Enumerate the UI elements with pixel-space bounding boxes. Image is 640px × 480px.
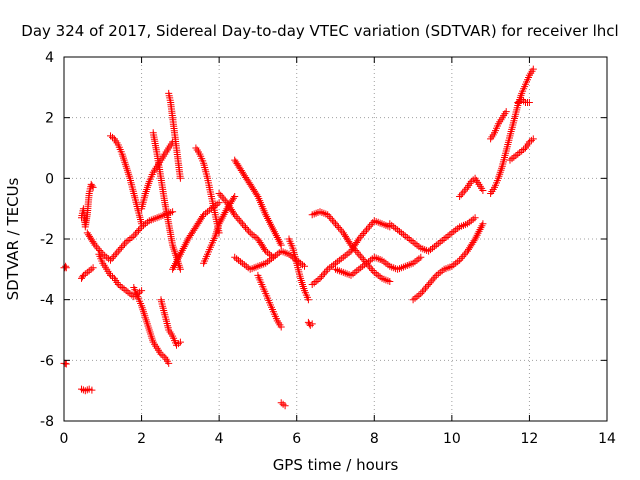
series-arc-29: [456, 174, 487, 200]
data-point-markers: [157, 296, 184, 349]
series-arc-33: [514, 96, 533, 106]
data-point-markers: [169, 199, 223, 273]
data-point-markers: [456, 174, 487, 200]
data-point-markers: [165, 89, 184, 182]
data-point-markers: [83, 208, 177, 264]
series-arc-09: [130, 284, 173, 367]
series-arc-10: [138, 138, 177, 213]
data-point-markers: [78, 180, 97, 231]
series-arc-27: [386, 214, 479, 255]
chart-title: Day 324 of 2017, Sidereal Day-to-day VTE…: [21, 22, 618, 40]
y-tick-label: -2: [40, 232, 54, 248]
series-arc-26: [332, 253, 425, 279]
y-tick-label: -6: [40, 353, 54, 369]
data-point-markers: [277, 399, 289, 410]
data-point-markers: [149, 129, 184, 273]
data-point-markers: [78, 264, 97, 282]
series-arc-06: [83, 208, 177, 264]
data-point-markers: [107, 132, 146, 228]
data-point-markers: [215, 190, 277, 261]
series-arc-25: [308, 208, 394, 285]
x-tick-label: 14: [598, 431, 616, 447]
series-arc-11: [149, 129, 184, 273]
y-axis-label: SDTVAR / TECUs: [4, 177, 22, 300]
data-point-markers: [78, 385, 96, 395]
series-arc-18: [231, 156, 285, 249]
data-point-markers: [487, 65, 537, 197]
data-point-markers: [506, 135, 537, 164]
series-arc-08: [107, 132, 146, 228]
y-tick-label: 0: [45, 171, 54, 187]
series-arc-20: [254, 271, 285, 331]
x-tick-label: 10: [443, 431, 461, 447]
x-tick-label: 8: [370, 431, 379, 447]
series-arc-16: [200, 193, 239, 267]
data-point-markers: [487, 108, 510, 143]
x-tick-label: 6: [292, 431, 301, 447]
data-point-markers: [60, 262, 70, 272]
series-arc-14: [169, 199, 223, 273]
series-arc-21: [277, 399, 289, 410]
series-arc-17: [215, 190, 277, 261]
data-point-markers: [130, 284, 173, 367]
plot-frame: [63, 56, 608, 422]
data-point-markers: [95, 250, 146, 301]
x-axis-label: GPS time / hours: [273, 456, 399, 474]
x-tick-label: 0: [60, 431, 69, 447]
series-arc-23: [304, 318, 316, 329]
series-arc-03: [78, 385, 96, 395]
series-arc-28: [409, 220, 487, 304]
series-arc-07: [95, 250, 146, 301]
data-point-markers: [514, 96, 533, 106]
data-point-markers: [308, 217, 394, 288]
series-arc-31: [487, 108, 510, 143]
data-point-markers: [60, 359, 70, 368]
series-arc-01: [60, 262, 70, 272]
series-arc-05: [78, 180, 97, 231]
axis-ticks: 0 2 4 6 8 10 12 14 -8 -6 -4 -2 0 2 4: [40, 50, 616, 447]
data-point-markers: [308, 208, 394, 285]
data-series: [60, 65, 537, 410]
data-point-markers: [231, 156, 285, 249]
x-tick-label: 2: [137, 431, 146, 447]
y-tick-label: -4: [40, 293, 54, 309]
series-arc-30: [487, 65, 537, 197]
data-point-markers: [200, 193, 239, 267]
series-arc-02: [60, 359, 70, 368]
y-tick-label: 4: [45, 50, 54, 66]
data-point-markers: [285, 235, 312, 304]
series-arc-22: [285, 235, 312, 304]
series-arc-32: [506, 135, 537, 164]
series-arc-12: [157, 296, 184, 349]
series-arc-24: [308, 217, 394, 288]
x-tick-label: 12: [521, 431, 539, 447]
data-point-markers: [386, 214, 479, 255]
x-tick-label: 4: [215, 431, 224, 447]
data-point-markers: [332, 253, 425, 279]
grid: [64, 57, 607, 421]
data-point-markers: [304, 318, 316, 329]
data-point-markers: [409, 220, 487, 304]
y-tick-label: 2: [45, 111, 54, 127]
data-point-markers: [254, 271, 285, 331]
data-point-markers: [138, 138, 177, 213]
series-arc-13: [165, 89, 184, 182]
y-tick-label: -8: [40, 414, 54, 430]
series-arc-04: [78, 264, 97, 282]
